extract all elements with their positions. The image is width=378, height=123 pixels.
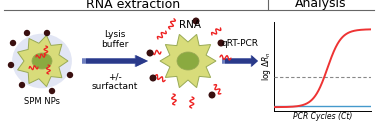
Circle shape xyxy=(44,30,50,36)
FancyArrow shape xyxy=(225,55,258,67)
Circle shape xyxy=(49,88,55,94)
Circle shape xyxy=(24,30,30,36)
Text: RNA: RNA xyxy=(179,20,201,30)
Text: Analysis: Analysis xyxy=(295,0,347,10)
Text: qRT-PCR: qRT-PCR xyxy=(222,39,259,48)
Ellipse shape xyxy=(32,53,52,69)
Text: +/-
surfactant: +/- surfactant xyxy=(92,72,138,91)
FancyArrow shape xyxy=(86,55,148,67)
X-axis label: PCR Cycles (Ct): PCR Cycles (Ct) xyxy=(293,112,352,121)
FancyArrow shape xyxy=(222,55,258,67)
Ellipse shape xyxy=(12,34,72,88)
Circle shape xyxy=(147,49,153,56)
Circle shape xyxy=(19,82,25,88)
Circle shape xyxy=(217,39,225,46)
Polygon shape xyxy=(160,34,216,88)
Circle shape xyxy=(150,75,156,82)
Circle shape xyxy=(10,40,16,46)
Text: SPM NPs: SPM NPs xyxy=(24,97,60,106)
Circle shape xyxy=(8,62,14,68)
Ellipse shape xyxy=(177,52,199,70)
Y-axis label: log $\Delta R_n$: log $\Delta R_n$ xyxy=(260,52,273,81)
Circle shape xyxy=(192,17,200,24)
Polygon shape xyxy=(17,35,68,87)
FancyArrow shape xyxy=(82,55,148,67)
Text: RNA extraction: RNA extraction xyxy=(86,0,180,10)
Text: Lysis
buffer: Lysis buffer xyxy=(101,30,129,49)
Circle shape xyxy=(209,92,215,99)
Circle shape xyxy=(67,72,73,78)
